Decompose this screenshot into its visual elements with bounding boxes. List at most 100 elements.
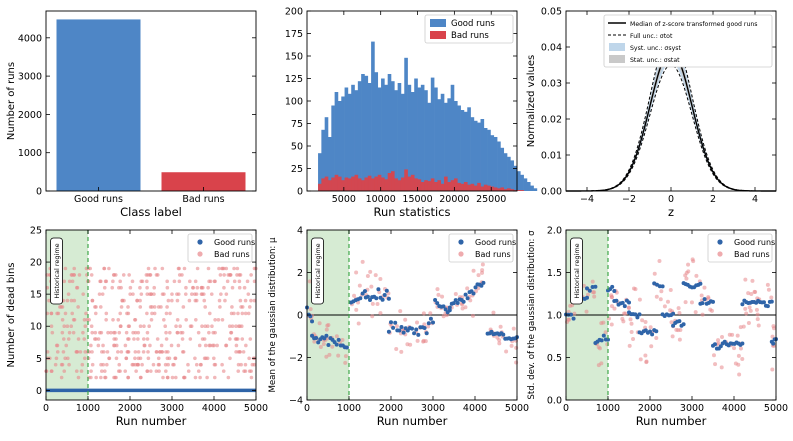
bad-run-point (765, 282, 770, 287)
bad-run-point (133, 356, 137, 361)
bad-run-point (89, 324, 94, 329)
bad-run-point (200, 337, 205, 341)
legend-p5: Good runs Bad runs (448, 233, 516, 263)
axes-frame-p2 (306, 10, 518, 192)
bad-run-point (45, 350, 50, 354)
legend-swatch (430, 19, 446, 27)
bad-run-point (354, 270, 359, 275)
bad-run-point (177, 273, 182, 277)
bad-run-point (159, 343, 164, 348)
good-run-point (435, 301, 440, 306)
good-run-point (711, 299, 715, 304)
bad-run-point (152, 305, 157, 309)
bad-run-point (92, 337, 97, 341)
histogram-bar (397, 180, 402, 191)
ticks-p2: 5000 10000 15000 20000 25000 0 25 50 75 100 125 150… (285, 7, 517, 205)
bad-run-point (166, 350, 170, 354)
bad-run-point (113, 273, 118, 277)
legend-p2: Good runs Bad runs (424, 14, 514, 44)
bad-run-point (67, 362, 71, 367)
bad-run-point (54, 356, 59, 361)
bad-run-point (738, 325, 743, 330)
good-run-point (587, 288, 592, 293)
bad-run-point (117, 330, 122, 335)
annotation-text: Historical regime (573, 243, 581, 298)
legend-p4: Good runs Bad runs (187, 233, 255, 263)
bad-run-point (104, 311, 109, 316)
good-run-point (447, 308, 452, 313)
bad-run-point (670, 334, 675, 339)
bad-run-point (113, 330, 117, 335)
bad-run-point (70, 311, 75, 316)
histogram-bar (420, 84, 425, 191)
bad-run-point (148, 343, 152, 348)
bad-run-point (212, 279, 217, 284)
bad-run-point (222, 273, 226, 277)
legend-swatch (609, 55, 625, 63)
good-run-point (740, 341, 745, 346)
bad-run-point (240, 337, 245, 341)
good-run-point (771, 341, 776, 346)
bad-run-point (66, 337, 71, 341)
y-tick-label: 50 (291, 142, 303, 153)
bad-run-point (422, 322, 427, 327)
bad-run-point (138, 324, 143, 329)
bad-run-point (146, 356, 151, 361)
bad-run-point (514, 345, 519, 350)
good-run-point (593, 284, 598, 289)
bad-run-point (71, 318, 76, 322)
histogram-bar (414, 178, 418, 191)
bad-run-point (238, 298, 243, 303)
legend-entry: Bad runs (734, 250, 770, 259)
bad-run-point (142, 343, 147, 348)
histogram-bar (444, 176, 448, 191)
bad-run-point (252, 279, 257, 284)
histogram-bar (493, 137, 498, 191)
histogram-bar (367, 175, 372, 191)
bad-run-point (243, 311, 248, 316)
good-run-point (358, 296, 363, 301)
bad-run-point (104, 279, 109, 284)
bad-run-point (206, 285, 210, 290)
x-tick-label: 2 (710, 194, 716, 205)
histogram-bar (517, 190, 521, 191)
x-axis-label: Run number (636, 414, 707, 428)
bad-run-point (78, 350, 83, 354)
historical-regime-annotation: Historical regime (50, 237, 63, 305)
legend-entry: Good runs (734, 238, 775, 247)
panel-p4: 0 1000 2000 3000 4000 5000 0 5 10 15 20 25 Run numbe… (6, 226, 268, 429)
bad-run-point (237, 279, 242, 284)
bad-run-point (138, 298, 142, 303)
bad-run-point (217, 266, 221, 271)
bad-run-point (756, 323, 761, 328)
plot-area-p2 (318, 41, 538, 191)
bad-run-point (628, 317, 633, 322)
histogram-bar (523, 178, 528, 191)
bad-run-point (184, 285, 188, 290)
histogram-bar (424, 90, 428, 191)
bad-run-point (369, 284, 374, 289)
legend-entry: Full unc.: σtot (630, 33, 673, 40)
good-run-point (622, 304, 627, 309)
bad-run-point (727, 332, 732, 337)
bad-run-point (116, 318, 121, 322)
bad-run-point (164, 337, 169, 341)
bad-run-point (118, 311, 123, 316)
bad-run-point (658, 297, 663, 302)
bad-run-point (165, 305, 169, 309)
bad-run-point (49, 311, 54, 316)
good-run-point (426, 321, 431, 326)
histogram-bar (377, 174, 382, 191)
bad-run-point (165, 285, 170, 290)
bad-run-point (373, 273, 378, 278)
bad-run-point (572, 311, 577, 316)
y-tick-label: 75 (291, 119, 303, 130)
bad-run-point (126, 324, 131, 329)
bad-run-point (96, 343, 101, 348)
bad-run-point (133, 330, 138, 335)
bad-run-point (181, 305, 186, 309)
bad-run-point (235, 266, 240, 271)
y-tick-label: 4 (297, 226, 303, 237)
bad-run-point (145, 292, 150, 296)
bad-run-point (238, 273, 243, 277)
